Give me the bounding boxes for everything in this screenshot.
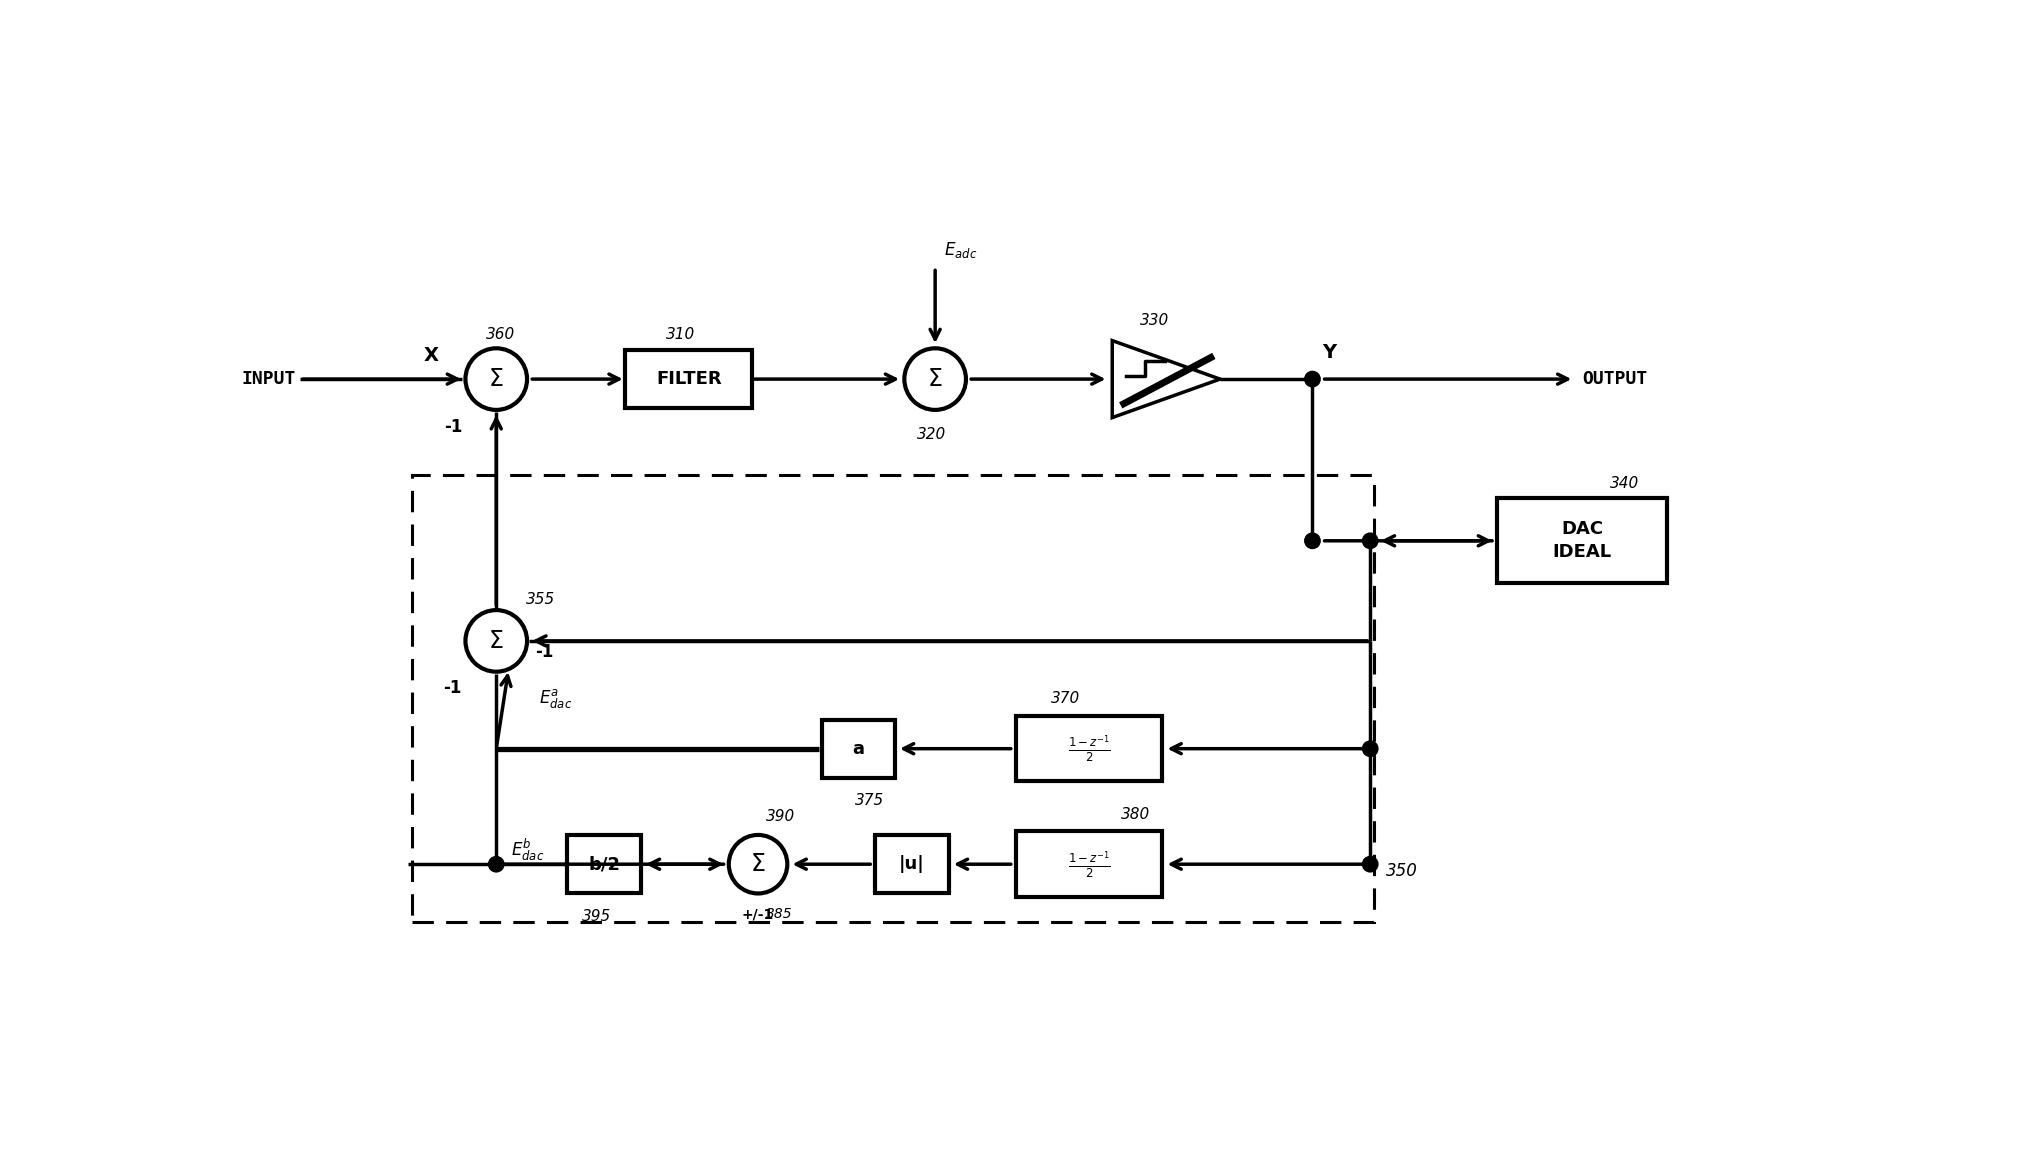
Text: 320: 320 [917,427,945,442]
Text: $\Sigma$: $\Sigma$ [489,629,505,653]
Text: b/2: b/2 [588,855,620,873]
FancyBboxPatch shape [875,835,949,893]
Text: $E^a_{dac}$: $E^a_{dac}$ [539,687,572,710]
Circle shape [1364,856,1378,872]
Circle shape [489,856,503,872]
Text: 360: 360 [485,328,515,342]
Text: 340: 340 [1610,476,1638,490]
Text: DAC: DAC [1561,521,1604,538]
Text: $\frac{1-z^{-1}}{2}$: $\frac{1-z^{-1}}{2}$ [1069,848,1111,880]
FancyBboxPatch shape [568,835,640,893]
Circle shape [1305,371,1321,387]
FancyBboxPatch shape [626,350,751,408]
Circle shape [1364,741,1378,756]
Text: 385: 385 [766,907,792,921]
Text: 395: 395 [582,909,610,924]
Text: INPUT: INPUT [242,370,297,388]
Text: $\Sigma$: $\Sigma$ [489,367,505,391]
Text: IDEAL: IDEAL [1553,543,1612,562]
Text: Y: Y [1321,343,1335,363]
Text: -1: -1 [442,680,461,697]
Text: a: a [852,739,865,758]
Text: -1: -1 [535,644,553,661]
Text: 390: 390 [766,810,796,824]
Text: 330: 330 [1139,314,1170,329]
Text: 355: 355 [525,592,556,607]
Text: +/-1: +/-1 [741,907,774,921]
Text: $\Sigma$: $\Sigma$ [927,367,943,391]
Text: OUTPUT: OUTPUT [1582,370,1646,388]
FancyBboxPatch shape [1016,832,1162,897]
Text: $\frac{1-z^{-1}}{2}$: $\frac{1-z^{-1}}{2}$ [1069,734,1111,764]
Circle shape [1305,534,1321,549]
Text: 310: 310 [667,328,695,342]
FancyBboxPatch shape [1016,716,1162,782]
Text: 350: 350 [1386,861,1418,880]
Text: -1: -1 [444,418,463,435]
Text: $E_{adc}$: $E_{adc}$ [945,240,978,260]
Text: $\Sigma$: $\Sigma$ [749,852,766,876]
Text: 380: 380 [1121,807,1149,821]
FancyBboxPatch shape [822,720,895,778]
Text: $E^b_{dac}$: $E^b_{dac}$ [511,838,543,863]
Text: 375: 375 [854,792,885,807]
Text: |u|: |u| [899,855,925,873]
FancyBboxPatch shape [1497,498,1666,583]
Circle shape [1364,534,1378,549]
Text: X: X [424,346,438,365]
Text: FILTER: FILTER [656,370,721,388]
Text: 370: 370 [1052,691,1081,707]
